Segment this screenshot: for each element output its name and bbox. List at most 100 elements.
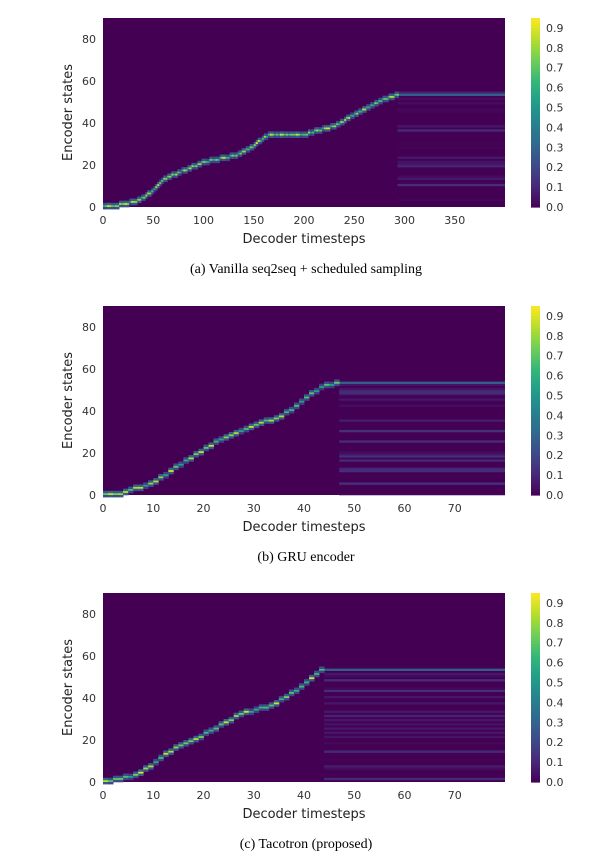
alignment-cell: [213, 729, 219, 732]
y-axis-label: Encoder states: [61, 352, 76, 449]
colorbar-segment: [531, 615, 540, 619]
alignment-cell: [138, 773, 144, 776]
alignment-cell: [213, 438, 219, 441]
alignment-cell: [161, 179, 164, 183]
alignment-cell: [219, 158, 222, 162]
alignment-cell: [133, 202, 136, 206]
colorbar-segment: [531, 93, 540, 98]
alignment-cell: [275, 131, 279, 134]
colorbar-tick-label: 0.0: [546, 776, 564, 789]
alignment-cell: [223, 156, 227, 159]
alignment-cell: [278, 695, 285, 699]
alignment-cell: [157, 181, 160, 185]
colorbar-segment: [531, 744, 540, 748]
colorbar-segment: [531, 627, 540, 632]
colorbar-segment: [531, 775, 540, 780]
alignment-cell: [227, 156, 231, 159]
alignment-cell: [358, 110, 361, 113]
alignment-cell: [158, 754, 164, 758]
alignment-cell: [153, 478, 159, 481]
alignment-cell: [255, 144, 259, 147]
alignment-cell: [346, 114, 349, 117]
alignment-cell: [163, 471, 169, 475]
alignment-cell: [268, 706, 275, 709]
colorbar-tick-label: 0.6: [546, 370, 564, 383]
alignment-cell: [314, 390, 320, 393]
alignment-cell: [171, 171, 174, 174]
alignment-cell: [243, 148, 247, 151]
alignment-cell: [319, 383, 325, 387]
alignment-cell: [309, 679, 315, 682]
post-alignment-streak: [339, 476, 505, 479]
alignment-cell: [217, 160, 220, 164]
alignment-cell: [263, 708, 270, 711]
alignment-cell: [138, 769, 144, 772]
alignment-cell: [350, 116, 353, 120]
alignment-cell: [228, 719, 235, 722]
alignment-cell: [207, 160, 210, 164]
alignment-cell: [183, 459, 189, 462]
alignment-cell: [128, 486, 134, 489]
colorbar-segment: [531, 696, 540, 701]
colorbar-segment: [531, 353, 540, 357]
post-alignment-streak: [397, 175, 505, 178]
alignment-cell: [251, 146, 255, 149]
alignment-cell: [135, 202, 138, 206]
alignment-cell: [115, 202, 118, 206]
alignment-cell: [271, 133, 275, 136]
post-alignment-streak: [339, 392, 505, 395]
alignment-cell: [108, 495, 114, 498]
alignment-cell: [277, 133, 281, 136]
y-axis-label: Encoder states: [61, 64, 76, 161]
alignment-cell: [239, 150, 243, 153]
alignment-cell: [396, 93, 399, 96]
colorbar-segment: [531, 391, 540, 395]
colorbar-segment: [531, 109, 540, 114]
colorbar-segment: [531, 343, 540, 348]
alignment-cell: [368, 108, 371, 111]
colorbar-tick-label: 0.2: [546, 161, 564, 174]
colorbar-segment: [531, 144, 540, 148]
colorbar-segment: [531, 312, 540, 317]
x-tick-label: 30: [247, 502, 261, 515]
y-tick-label: 0: [89, 201, 96, 214]
alignment-cell: [245, 148, 249, 151]
alignment-cell: [143, 198, 146, 201]
alignment-cell: [177, 171, 180, 174]
alignment-cell: [119, 202, 122, 206]
post-alignment-streak: [324, 742, 505, 745]
alignment-cell: [291, 131, 295, 134]
alignment-cell: [344, 118, 347, 122]
alignment-cell: [301, 133, 305, 136]
post-alignment-streak: [339, 381, 505, 384]
alignment-cell: [191, 165, 194, 168]
alignment-cell: [181, 167, 184, 170]
alignment-cell: [374, 102, 377, 105]
alignment-cell: [388, 97, 391, 101]
alignment-cell: [133, 488, 139, 492]
alignment-cell: [251, 144, 255, 147]
colorbar-segment: [531, 684, 540, 689]
heatmap-cells: [103, 666, 505, 785]
alignment-cell: [352, 114, 355, 117]
alignment-cell: [147, 192, 150, 195]
x-tick-label: 40: [297, 502, 311, 515]
alignment-cell: [336, 123, 339, 126]
colorbar-segment: [531, 706, 540, 711]
alignment-cell: [159, 179, 162, 183]
alignment-cell: [273, 702, 280, 705]
colorbar-segment: [531, 693, 540, 698]
alignment-cell: [128, 777, 134, 781]
alignment-cell: [344, 116, 347, 120]
x-tick-label: 200: [294, 214, 315, 227]
colorbar-tick-label: 0.4: [546, 121, 564, 134]
colorbar-segment: [531, 309, 540, 313]
colorbar-segment: [531, 457, 540, 461]
alignment-cell: [228, 432, 235, 435]
alignment-cell: [218, 436, 224, 439]
alignment-cell: [332, 125, 335, 128]
alignment-cell: [207, 162, 210, 166]
alignment-cell: [133, 773, 139, 776]
alignment-cell: [338, 125, 341, 128]
colorbar-segment: [531, 611, 540, 616]
